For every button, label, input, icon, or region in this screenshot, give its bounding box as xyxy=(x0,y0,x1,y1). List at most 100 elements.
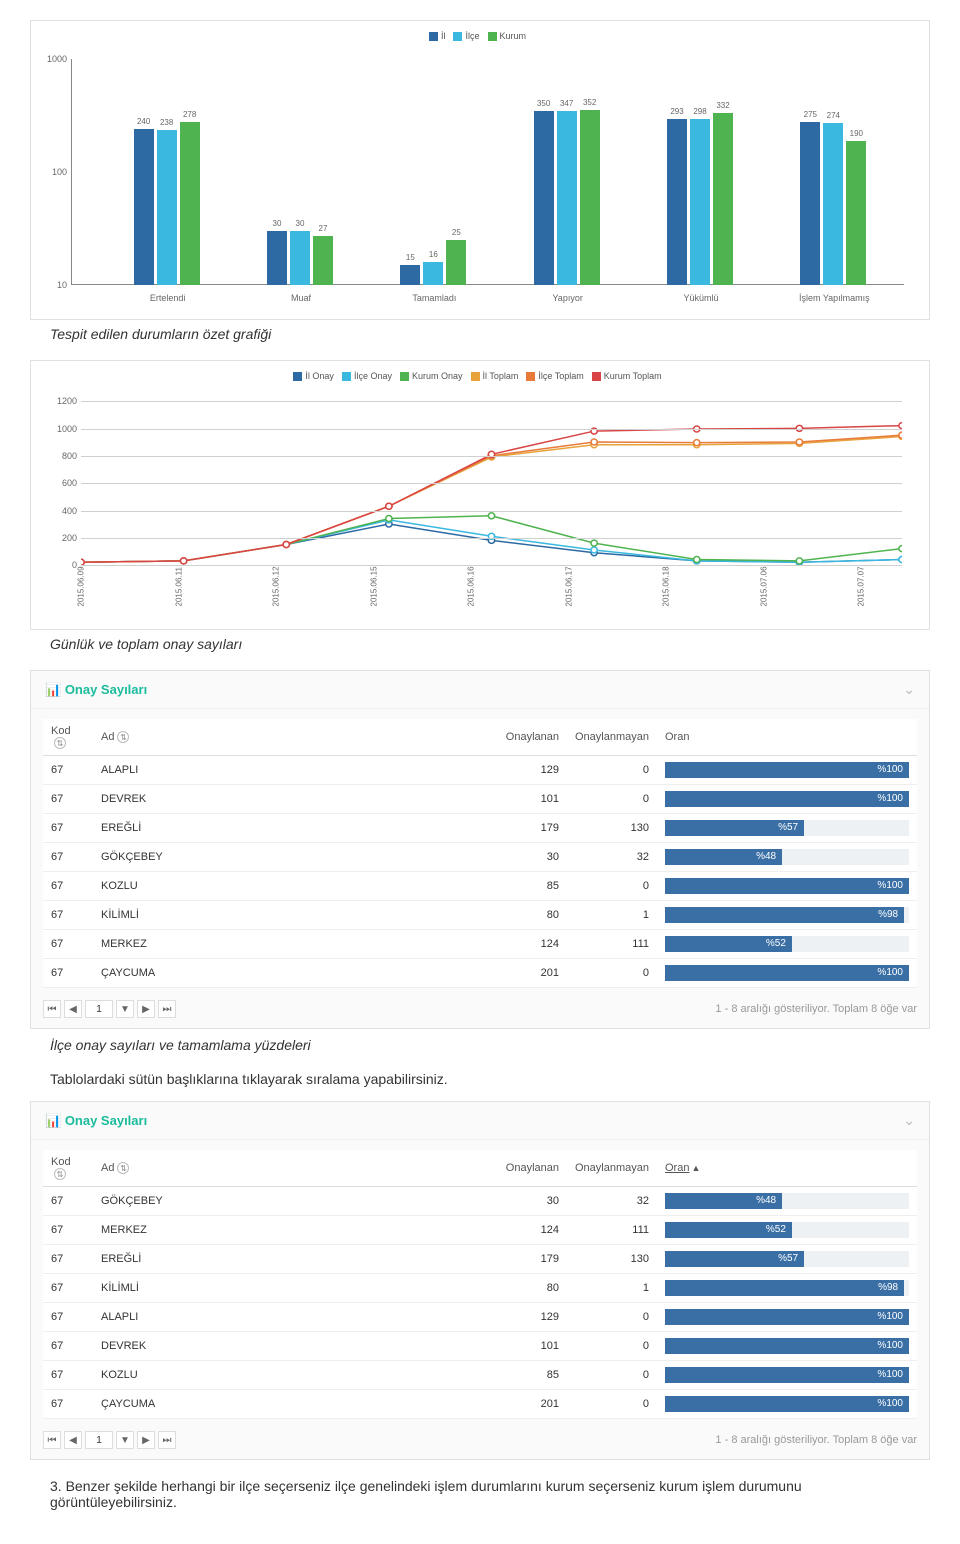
table-row[interactable]: 67DEVREK1010%100 xyxy=(43,1332,917,1361)
y-tick-label: 1200 xyxy=(47,396,77,406)
pager-next-button[interactable]: ▶ xyxy=(137,1000,155,1018)
progress-label: %48 xyxy=(756,1193,776,1209)
table-row[interactable]: 67MERKEZ124111%52 xyxy=(43,930,917,959)
cell-ad: ÇAYCUMA xyxy=(93,1390,487,1419)
pager-dropdown-icon[interactable]: ▼ xyxy=(116,1431,134,1449)
progress-label: %48 xyxy=(756,849,776,865)
column-header-ad[interactable]: Ad⇅ xyxy=(93,1150,487,1187)
sort-icon[interactable]: ⇅ xyxy=(117,731,129,743)
table-row[interactable]: 67GÖKÇEBEY3032%48 xyxy=(43,843,917,872)
progress-track: %100 xyxy=(665,1338,909,1354)
table-row[interactable]: 67ALAPLI1290%100 xyxy=(43,756,917,785)
progress-track: %100 xyxy=(665,762,909,778)
pager-page-input[interactable]: 1 xyxy=(85,1431,113,1449)
table-row[interactable]: 67MERKEZ124111%52 xyxy=(43,1216,917,1245)
cell-ad: KİLİMLİ xyxy=(93,901,487,930)
pager-last-button[interactable]: ⏭ xyxy=(158,1000,176,1018)
table-row[interactable]: 67KOZLU850%100 xyxy=(43,872,917,901)
sort-icon[interactable]: ⇅ xyxy=(117,1162,129,1174)
legend-item: Kurum Toplam xyxy=(592,371,662,381)
column-header-oran[interactable]: Oran▲ xyxy=(657,1150,917,1187)
pager-last-button[interactable]: ⏭ xyxy=(158,1431,176,1449)
column-header-oran[interactable]: Oran xyxy=(657,719,917,756)
bar-value-label: 190 xyxy=(850,129,863,138)
progress-fill: %57 xyxy=(665,820,804,836)
progress-label: %100 xyxy=(877,1396,903,1412)
panel-title-text: Onay Sayıları xyxy=(65,682,147,697)
chevron-down-icon[interactable]: ⌄ xyxy=(903,681,915,698)
progress-track: %100 xyxy=(665,878,909,894)
table-row[interactable]: 67GÖKÇEBEY3032%48 xyxy=(43,1187,917,1216)
bar-value-label: 30 xyxy=(273,219,282,228)
cell-ad: ALAPLI xyxy=(93,756,487,785)
progress-track: %98 xyxy=(665,1280,909,1296)
table-row[interactable]: 67KİLİMLİ801%98 xyxy=(43,901,917,930)
progress-fill: %100 xyxy=(665,878,909,894)
progress-label: %100 xyxy=(877,791,903,807)
panel-header: 📊 Onay Sayıları ⌄ xyxy=(31,1102,929,1140)
table-row[interactable]: 67ALAPLI1290%100 xyxy=(43,1303,917,1332)
table-row[interactable]: 67DEVREK1010%100 xyxy=(43,785,917,814)
x-tick-label: İşlem Yapılmamış xyxy=(799,293,870,303)
pager-first-button[interactable]: ⏮ xyxy=(43,1000,61,1018)
bar: 15 xyxy=(400,265,420,285)
progress-fill: %52 xyxy=(665,1222,792,1238)
table-row[interactable]: 67ÇAYCUMA2010%100 xyxy=(43,959,917,988)
legend-item: İl xyxy=(429,31,446,41)
cell-onaylanan: 124 xyxy=(487,930,567,959)
pager-page-input[interactable]: 1 xyxy=(85,1000,113,1018)
cell-onaylanmayan: 111 xyxy=(567,1216,657,1245)
legend-item: Kurum Onay xyxy=(400,371,463,381)
bar-chart-area: 101001000240238278Ertelendi303027Muaf151… xyxy=(41,49,914,309)
bar-value-label: 352 xyxy=(583,98,596,107)
table-row[interactable]: 67KOZLU850%100 xyxy=(43,1361,917,1390)
pager-dropdown-icon[interactable]: ▼ xyxy=(116,1000,134,1018)
progress-label: %98 xyxy=(878,907,898,923)
progress-fill: %48 xyxy=(665,1193,782,1209)
pager: ⏮ ◀ 1 ▼ ▶ ⏭ 1 - 8 aralığı gösteriliyor. … xyxy=(31,994,929,1028)
table-row[interactable]: 67ÇAYCUMA2010%100 xyxy=(43,1390,917,1419)
cell-onaylanmayan: 0 xyxy=(567,756,657,785)
sort-icon[interactable]: ⇅ xyxy=(54,737,66,749)
chart-icon: 📊 xyxy=(45,682,61,697)
column-header-onaylanan[interactable]: Onaylanan xyxy=(487,1150,567,1187)
column-header-onaylanan[interactable]: Onaylanan xyxy=(487,719,567,756)
column-header-kod[interactable]: Kod⇅ xyxy=(43,719,93,756)
line-chart-panel: İl Onayİlçe OnayKurum Onayİl Toplamİlçe … xyxy=(30,360,930,630)
line-chart-legend: İl Onayİlçe OnayKurum Onayİl Toplamİlçe … xyxy=(41,371,914,381)
pager-next-button[interactable]: ▶ xyxy=(137,1431,155,1449)
gridline xyxy=(81,429,902,430)
cell-onaylanan: 124 xyxy=(487,1216,567,1245)
bar-chart-panel: İlİlçeKurum 101001000240238278Ertelendi3… xyxy=(30,20,930,320)
sort-icon[interactable]: ⇅ xyxy=(54,1168,66,1180)
cell-ad: MERKEZ xyxy=(93,1216,487,1245)
chevron-down-icon[interactable]: ⌄ xyxy=(903,1112,915,1129)
cell-ad: ÇAYCUMA xyxy=(93,959,487,988)
legend-item: İl Onay xyxy=(293,371,334,381)
cell-ad: DEVREK xyxy=(93,1332,487,1361)
progress-track: %100 xyxy=(665,791,909,807)
cell-oran: %52 xyxy=(657,930,917,959)
table-row[interactable]: 67KİLİMLİ801%98 xyxy=(43,1274,917,1303)
table-row[interactable]: 67EREĞLİ179130%57 xyxy=(43,814,917,843)
column-header-onaylanmayan[interactable]: Onaylanmayan xyxy=(567,1150,657,1187)
table-row[interactable]: 67EREĞLİ179130%57 xyxy=(43,1245,917,1274)
column-header-ad[interactable]: Ad⇅ xyxy=(93,719,487,756)
pager-prev-button[interactable]: ◀ xyxy=(64,1431,82,1449)
cell-kod: 67 xyxy=(43,930,93,959)
cell-oran: %100 xyxy=(657,785,917,814)
body-text-sort-hint: Tablolardaki sütün başlıklarına tıklayar… xyxy=(50,1071,930,1087)
column-header-onaylanmayan[interactable]: Onaylanmayan xyxy=(567,719,657,756)
bar-group: 240238278 xyxy=(134,122,200,285)
pager-first-button[interactable]: ⏮ xyxy=(43,1431,61,1449)
column-header-kod[interactable]: Kod⇅ xyxy=(43,1150,93,1187)
progress-track: %52 xyxy=(665,1222,909,1238)
y-tick-label: 800 xyxy=(47,451,77,461)
bar-group: 350347352 xyxy=(534,110,600,285)
cell-oran: %100 xyxy=(657,1303,917,1332)
bar: 352 xyxy=(580,110,600,285)
bar-value-label: 278 xyxy=(183,110,196,119)
x-tick-label: 2015.06.15 xyxy=(369,567,378,607)
pager-prev-button[interactable]: ◀ xyxy=(64,1000,82,1018)
bar-value-label: 16 xyxy=(429,250,438,259)
